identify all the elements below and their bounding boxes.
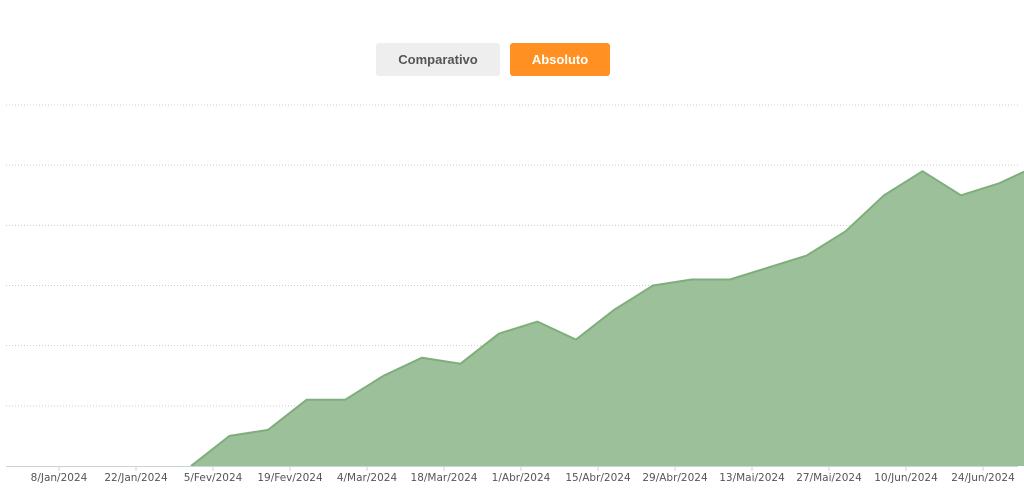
- area-fill: [191, 171, 1024, 466]
- x-tick-label: 22/Jan/2024: [104, 472, 168, 484]
- x-tick-label: 1/Abr/2024: [492, 472, 551, 484]
- x-tick-label: 13/Mai/2024: [719, 472, 785, 484]
- x-tick-label: 8/Jan/2024: [31, 472, 88, 484]
- x-tick-label: 10/Jun/2024: [874, 472, 938, 484]
- x-axis: 8/Jan/2024 22/Jan/2024 5/Fev/2024 19/Fev/20…: [6, 466, 1018, 484]
- series-area: [190, 170, 1024, 467]
- x-tick-label: 18/Mar/2024: [411, 472, 478, 484]
- x-tick-label: 4/Mar/2024: [337, 472, 398, 484]
- view-mode-toggle: Comparativo Absoluto: [0, 43, 1024, 76]
- x-tick-label: 15/Abr/2024: [565, 472, 631, 484]
- x-tick-label: 27/Mai/2024: [796, 472, 862, 484]
- x-tick-label: 24/Jun/2024: [951, 472, 1015, 484]
- absoluto-button[interactable]: Absoluto: [510, 43, 610, 76]
- comparativo-button[interactable]: Comparativo: [376, 43, 500, 76]
- x-tick-label: 5/Fev/2024: [184, 472, 243, 484]
- x-tick-label: 29/Abr/2024: [642, 472, 708, 484]
- x-tick-label: 19/Fev/2024: [257, 472, 323, 484]
